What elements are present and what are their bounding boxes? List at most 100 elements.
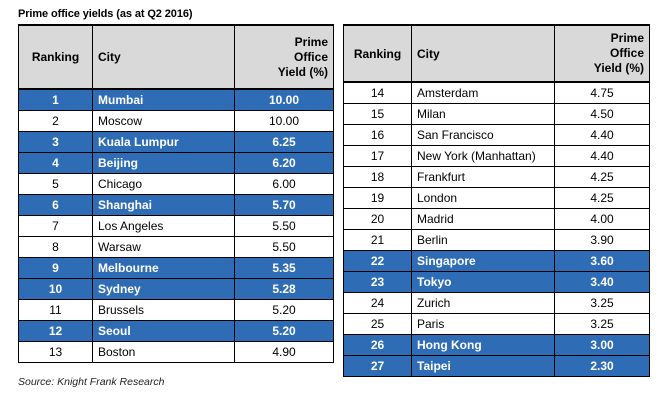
table-row: 14 Amsterdam 4.75 — [343, 81, 650, 104]
table-row: 2 Moscow 10.00 — [18, 109, 334, 132]
yield-cell: 4.40 — [554, 144, 650, 167]
table-row: 11 Brussels 5.20 — [18, 298, 334, 321]
yield-cell: 3.25 — [554, 291, 650, 314]
yield-cell: 5.20 — [234, 319, 334, 342]
table-row: 10 Sydney 5.28 — [18, 277, 334, 300]
yields-table-left: Ranking City Prime Office Yield (%) 1 Mum… — [18, 24, 334, 363]
rank-cell: 9 — [18, 256, 93, 279]
source-note: Source: Knight Frank Research — [18, 376, 165, 388]
yield-cell: 3.60 — [554, 249, 650, 272]
city-cell: Hong Kong — [411, 333, 555, 356]
city-cell: Seoul — [92, 319, 235, 342]
table-row: 21 Berlin 3.90 — [343, 228, 650, 251]
rank-cell: 22 — [343, 249, 412, 272]
yield-cell: 6.20 — [234, 151, 334, 174]
table-row: 18 Frankfurt 4.25 — [343, 165, 650, 188]
city-cell: Sydney — [92, 277, 235, 300]
header-yield-line: Yield (%) — [277, 64, 328, 79]
yield-cell: 4.25 — [554, 165, 650, 188]
city-cell: Frankfurt — [411, 165, 555, 188]
city-cell: Shanghai — [92, 193, 235, 216]
rank-cell: 19 — [343, 186, 412, 209]
city-cell: Warsaw — [92, 235, 235, 258]
rank-cell: 5 — [18, 172, 93, 195]
yield-cell: 2.30 — [554, 354, 650, 377]
city-cell: Taipei — [411, 354, 555, 377]
table-row: 9 Melbourne 5.35 — [18, 256, 334, 279]
rank-cell: 10 — [18, 277, 93, 300]
table-row: 26 Hong Kong 3.00 — [343, 333, 650, 356]
header-yield: Prime Office Yield (%) — [554, 24, 650, 83]
city-cell: Amsterdam — [411, 81, 555, 104]
city-cell: Singapore — [411, 249, 555, 272]
page-title: Prime office yields (as at Q2 2016) — [18, 8, 193, 20]
rank-cell: 8 — [18, 235, 93, 258]
table-row: 22 Singapore 3.60 — [343, 249, 650, 272]
city-cell: Brussels — [92, 298, 235, 321]
city-cell: Kuala Lumpur — [92, 130, 235, 153]
city-cell: Paris — [411, 312, 555, 335]
yield-cell: 6.00 — [234, 172, 334, 195]
yield-cell: 4.90 — [234, 340, 334, 363]
rank-cell: 26 — [343, 333, 412, 356]
rank-cell: 13 — [18, 340, 93, 363]
rank-cell: 23 — [343, 270, 412, 293]
rank-cell: 15 — [343, 102, 412, 125]
table-row: 27 Taipei 2.30 — [343, 354, 650, 377]
city-cell: Beijing — [92, 151, 235, 174]
city-cell: Berlin — [411, 228, 555, 251]
city-cell: London — [411, 186, 555, 209]
city-cell: Moscow — [92, 109, 235, 132]
rank-cell: 14 — [343, 81, 412, 104]
rank-cell: 3 — [18, 130, 93, 153]
city-cell: Boston — [92, 340, 235, 363]
city-cell: Zurich — [411, 291, 555, 314]
yield-cell: 5.28 — [234, 277, 334, 300]
header-city: City — [411, 24, 555, 83]
header-yield-line: Office — [609, 46, 644, 60]
table-row: 8 Warsaw 5.50 — [18, 235, 334, 258]
yield-cell: 3.00 — [554, 333, 650, 356]
table-row: 24 Zurich 3.25 — [343, 291, 650, 314]
header-yield-line: Prime — [610, 31, 644, 45]
yield-cell: 4.75 — [554, 81, 650, 104]
yield-cell: 5.50 — [234, 214, 334, 237]
table-row: 12 Seoul 5.20 — [18, 319, 334, 342]
city-cell: Los Angeles — [92, 214, 235, 237]
header-yield-line: Office — [293, 49, 328, 64]
rank-cell: 18 — [343, 165, 412, 188]
yield-cell: 4.50 — [554, 102, 650, 125]
table-row: 15 Milan 4.50 — [343, 102, 650, 125]
table-row: 16 San Francisco 4.40 — [343, 123, 650, 146]
yield-cell: 3.40 — [554, 270, 650, 293]
yield-cell: 5.20 — [234, 298, 334, 321]
city-cell: Mumbai — [92, 88, 235, 111]
header-yield-line: Prime — [294, 34, 328, 49]
table-row: 17 New York (Manhattan) 4.40 — [343, 144, 650, 167]
header-city: City — [92, 24, 235, 90]
rank-cell: 2 — [18, 109, 93, 132]
yield-cell: 4.25 — [554, 186, 650, 209]
table-row: 1 Mumbai 10.00 — [18, 88, 334, 111]
rank-cell: 1 — [18, 88, 93, 111]
city-cell: New York (Manhattan) — [411, 144, 555, 167]
rank-cell: 7 — [18, 214, 93, 237]
yield-cell: 3.25 — [554, 312, 650, 335]
table-header-row: Ranking City Prime Office Yield (%) — [343, 24, 650, 83]
rank-cell: 16 — [343, 123, 412, 146]
yield-cell: 4.00 — [554, 207, 650, 230]
table-row: 5 Chicago 6.00 — [18, 172, 334, 195]
city-cell: Madrid — [411, 207, 555, 230]
rank-cell: 6 — [18, 193, 93, 216]
header-ranking: Ranking — [343, 24, 412, 83]
table-row: 23 Tokyo 3.40 — [343, 270, 650, 293]
city-cell: Milan — [411, 102, 555, 125]
header-yield: Prime Office Yield (%) — [234, 24, 334, 90]
rank-cell: 20 — [343, 207, 412, 230]
rank-cell: 27 — [343, 354, 412, 377]
city-cell: Chicago — [92, 172, 235, 195]
table-row: 25 Paris 3.25 — [343, 312, 650, 335]
yield-cell: 3.90 — [554, 228, 650, 251]
yield-cell: 5.50 — [234, 235, 334, 258]
yield-cell: 4.40 — [554, 123, 650, 146]
